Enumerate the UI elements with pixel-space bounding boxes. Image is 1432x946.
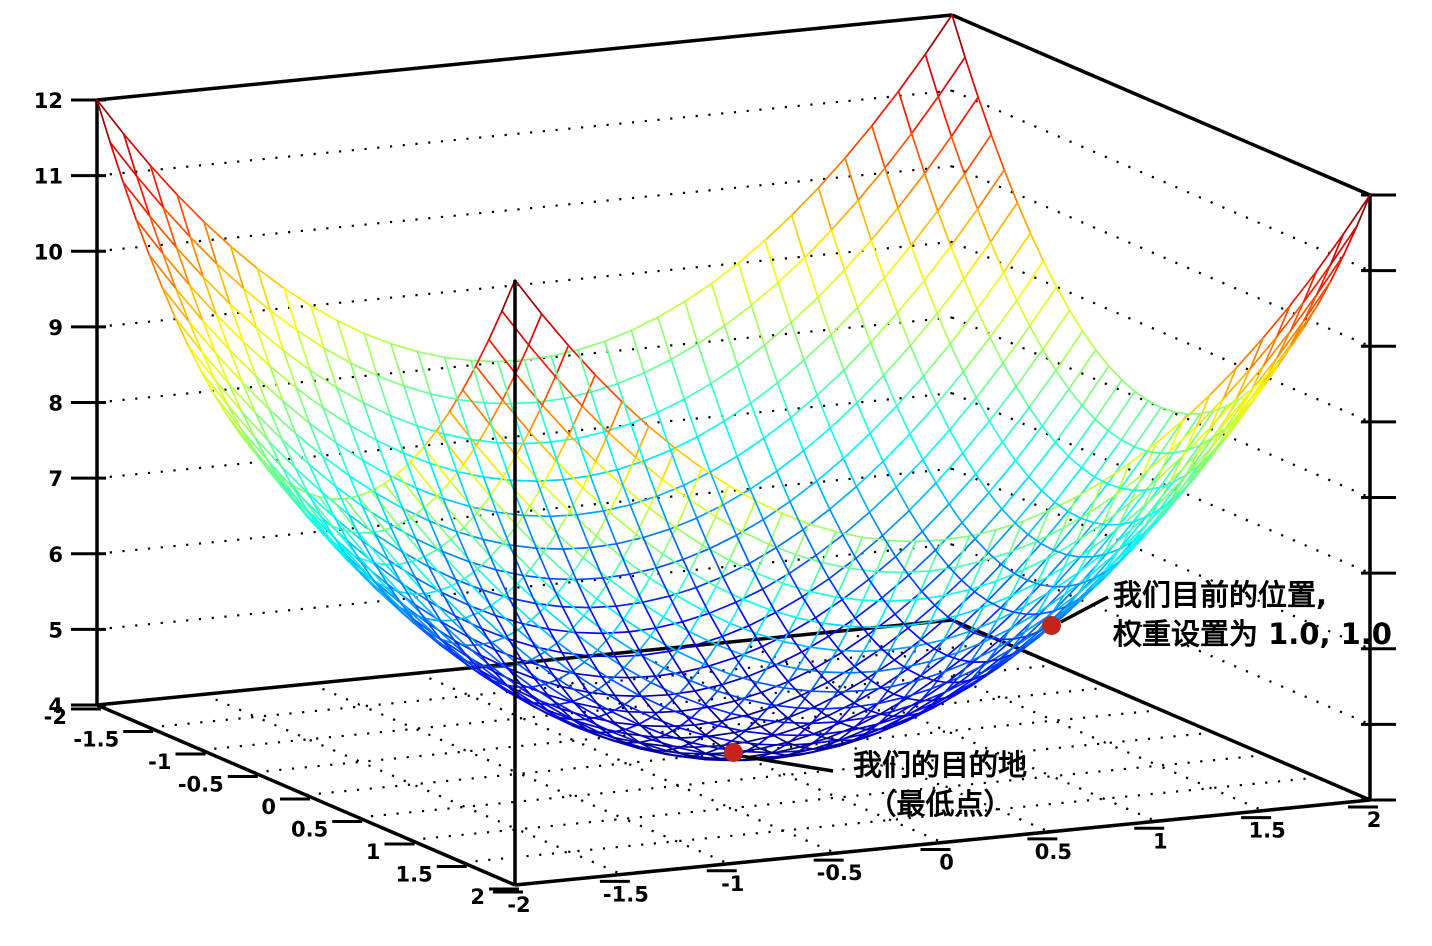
annotation-current-line2: 权重设置为 1.0, 1.0 [1113, 617, 1392, 651]
svg-text:-1.5: -1.5 [603, 882, 649, 906]
svg-text:-1: -1 [148, 750, 171, 774]
svg-text:11: 11 [34, 165, 63, 189]
svg-text:0: 0 [939, 851, 954, 875]
svg-text:-0.5: -0.5 [817, 861, 863, 885]
svg-text:0.5: 0.5 [291, 818, 328, 842]
current-position-marker [1042, 615, 1062, 635]
svg-text:1: 1 [1153, 829, 1168, 853]
svg-text:-0.5: -0.5 [178, 773, 224, 797]
svg-text:9: 9 [48, 316, 63, 340]
destination-marker [724, 743, 743, 762]
svg-text:8: 8 [48, 392, 63, 416]
annotation-current-position: 我们目前的位置, 权重设置为 1.0, 1.0 [1113, 576, 1392, 654]
annotation-destination: 我们的目的地 （最低点） [836, 746, 1044, 824]
annotation-destination-line2: （最低点） [867, 787, 1013, 821]
svg-text:7: 7 [48, 467, 63, 491]
annotation-destination-line1: 我们的目的地 [852, 748, 1027, 782]
svg-text:12: 12 [34, 89, 63, 113]
mesh-wireframe [96, 14, 1371, 762]
svg-text:0.5: 0.5 [1035, 840, 1072, 864]
svg-text:2: 2 [1367, 808, 1382, 832]
svg-text:-2: -2 [44, 705, 67, 729]
svg-text:5: 5 [48, 618, 63, 642]
svg-text:10: 10 [34, 240, 63, 264]
svg-text:-2: -2 [507, 893, 530, 917]
svg-text:4: 4 [48, 694, 63, 718]
svg-text:-1: -1 [721, 872, 744, 896]
svg-text:2: 2 [470, 885, 485, 909]
svg-text:0: 0 [261, 795, 276, 819]
annotation-current-line1: 我们目前的位置, [1113, 578, 1328, 612]
svg-text:1.5: 1.5 [1249, 819, 1286, 843]
svg-text:-1.5: -1.5 [73, 728, 119, 752]
leader-lines [743, 595, 1109, 773]
svg-text:1.5: 1.5 [396, 863, 433, 887]
svg-text:6: 6 [48, 543, 63, 567]
svg-text:1: 1 [366, 840, 381, 864]
